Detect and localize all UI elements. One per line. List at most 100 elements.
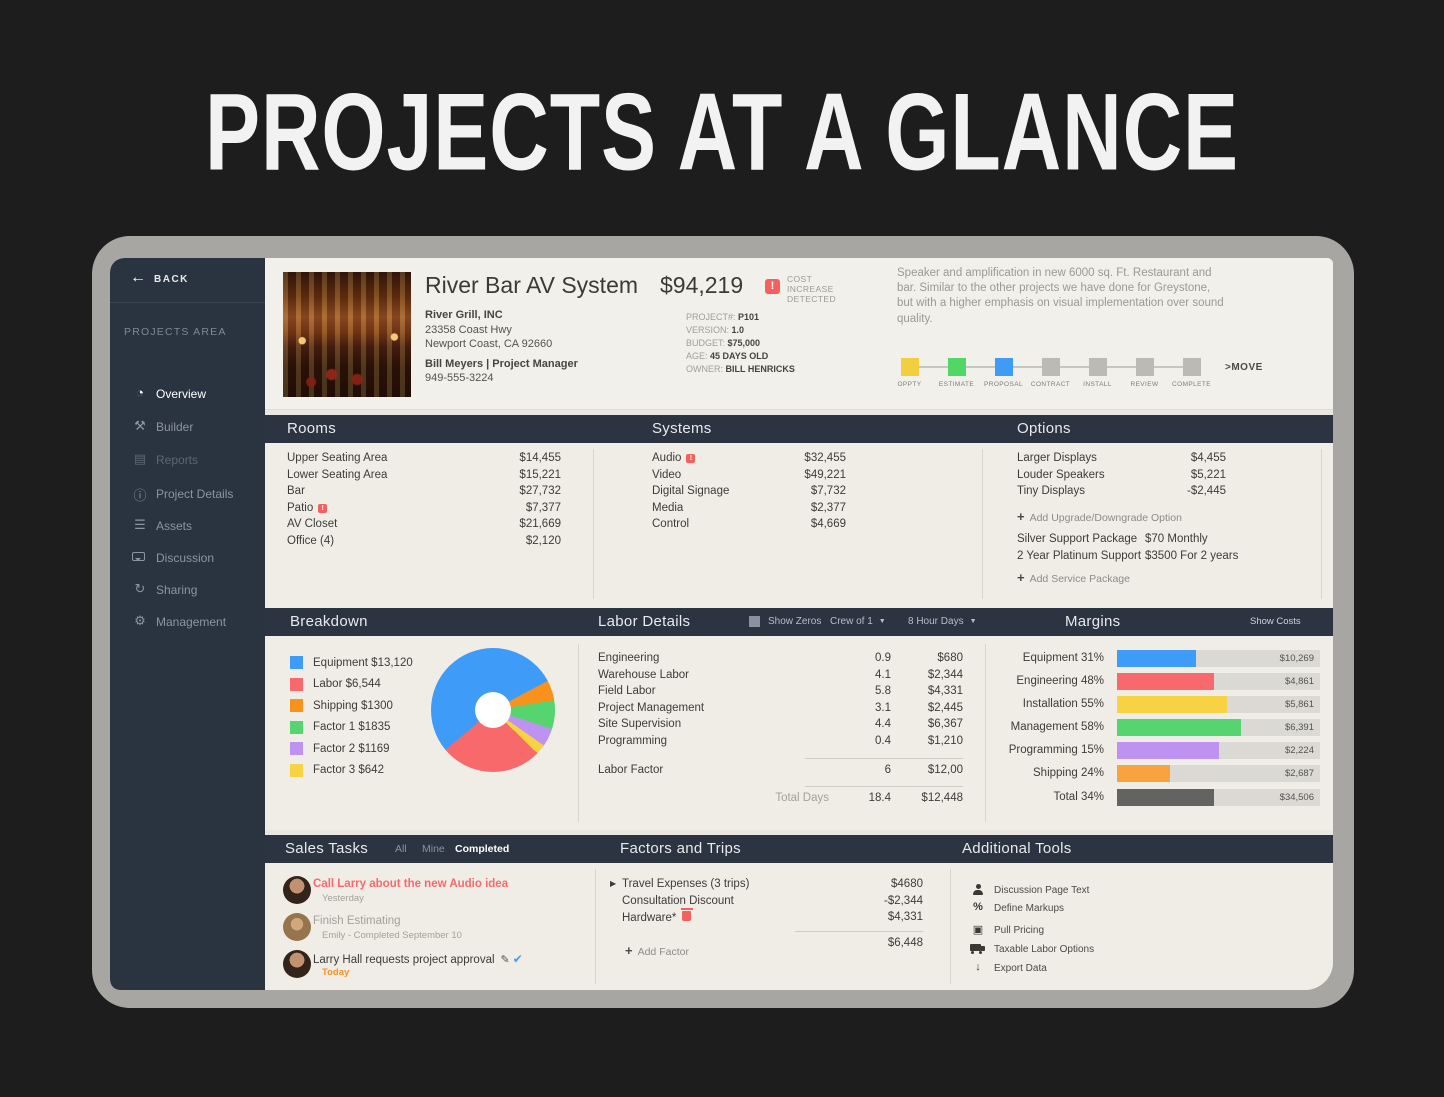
margin-total-row: Total 34% $34,506 bbox=[992, 789, 1320, 806]
client-address2: Newport Coast, CA 92660 bbox=[425, 338, 553, 351]
system-row: Video $49,221 bbox=[652, 468, 846, 481]
sidebar-item-project-details[interactable]: ⓘ Project Details bbox=[133, 487, 234, 503]
stage-contract-marker[interactable] bbox=[1041, 358, 1060, 376]
stage-contract: CONTRACT bbox=[1027, 358, 1074, 388]
pencil-icon[interactable]: ✎ bbox=[500, 954, 510, 966]
info-icon: ⓘ bbox=[133, 488, 147, 503]
alert-line1: COST INCREASE bbox=[787, 274, 834, 294]
legend-item: Factor 2 $1169 bbox=[290, 738, 413, 760]
project-description: Speaker and amplification in new 6000 sq… bbox=[897, 267, 1224, 325]
system-row: Media $2,377 bbox=[652, 501, 846, 514]
tab-mine[interactable]: Mine bbox=[422, 843, 445, 855]
margin-row: Installation 55% $5,861 bbox=[992, 696, 1320, 713]
add-service-package-button[interactable]: + Add Service Package bbox=[1017, 570, 1130, 585]
tab-all[interactable]: All bbox=[395, 843, 407, 855]
alert-icon: ! bbox=[318, 503, 328, 513]
labor-row: Programming 0.4 $1,210 bbox=[598, 734, 963, 747]
show-zeros-label: Show Zeros bbox=[768, 616, 822, 627]
project-meta: PROJECT#: P101 VERSION: 1.0 BUDGET: $75,… bbox=[686, 312, 795, 375]
check-icon[interactable]: ✔ bbox=[512, 952, 523, 966]
stage-estimate: ESTIMATE bbox=[933, 358, 980, 388]
room-row: Lower Seating Area $15,221 bbox=[287, 468, 561, 481]
stage-proposal-marker[interactable] bbox=[994, 358, 1013, 376]
sidebar: ← BACK PROJECTS AREA ◔ Overview ⚒ Builde… bbox=[110, 258, 265, 990]
client-company: River Grill, INC bbox=[425, 309, 503, 321]
stage-review-marker[interactable] bbox=[1135, 358, 1154, 376]
pie-chart-icon: ◔ bbox=[136, 385, 144, 400]
stage-estimate-marker[interactable] bbox=[947, 358, 966, 376]
show-zeros-checkbox[interactable] bbox=[749, 616, 760, 627]
move-stage-button[interactable]: >MOVE bbox=[1225, 362, 1263, 373]
margin-row: Engineering 48% $4,861 bbox=[992, 673, 1320, 690]
option-row: Tiny Displays -$2,445 bbox=[1017, 485, 1226, 497]
add-upgrade-option-button[interactable]: + Add Upgrade/Downgrade Option bbox=[1017, 509, 1182, 524]
stage-complete-marker[interactable] bbox=[1182, 358, 1201, 376]
percent-icon: % bbox=[973, 901, 983, 913]
factors-total: $6,448 bbox=[887, 937, 923, 949]
client-address1: 23358 Coast Hwy bbox=[425, 323, 512, 336]
service-row: Silver Support Package $70 Monthly bbox=[1017, 533, 1208, 545]
add-factor-button[interactable]: + Add Factor bbox=[625, 943, 689, 958]
alert-line2: DETECTED bbox=[787, 293, 837, 304]
sidebar-item-management[interactable]: ⚙ Management bbox=[110, 611, 265, 639]
download-icon: ↓ bbox=[975, 961, 981, 973]
hours-dropdown[interactable]: 8 Hour Days ▼ bbox=[908, 616, 977, 627]
systems-list: Audio! $32,455 Video $49,221 Digital Signa… bbox=[652, 452, 846, 535]
show-costs-toggle[interactable]: Show Costs bbox=[1250, 616, 1301, 627]
document-icon: ▤ bbox=[133, 451, 147, 466]
labor-total-row: Total Days 18.4 $12,448 bbox=[775, 792, 963, 804]
room-row: Patio! $7,377 bbox=[287, 501, 561, 514]
chat-icon bbox=[132, 552, 145, 561]
row2-body: Equipment $13,120 Labor $6,544 Shipping … bbox=[265, 636, 1333, 830]
stage-oppty-marker[interactable] bbox=[900, 358, 919, 376]
factors-list: ▶ Travel Expenses (3 trips) $4680 Consult… bbox=[610, 878, 923, 928]
room-row: Upper Seating Area $14,455 bbox=[287, 452, 561, 464]
avatar bbox=[283, 913, 311, 941]
row2-header-bar: Breakdown Labor Details Show Zeros Crew … bbox=[265, 608, 1333, 636]
option-row: Louder Speakers $5,221 bbox=[1017, 468, 1226, 481]
sidebar-item-discussion[interactable]: Discussion bbox=[110, 547, 265, 575]
sidebar-item-assets[interactable]: ☰ Assets bbox=[110, 515, 265, 543]
chevron-down-icon: ▼ bbox=[878, 618, 886, 625]
breakdown-pie-chart bbox=[431, 648, 555, 772]
tab-completed[interactable]: Completed bbox=[455, 843, 510, 855]
stage-install-marker[interactable] bbox=[1088, 358, 1107, 376]
project-price: $94,219 bbox=[660, 272, 744, 298]
expand-arrow-icon[interactable]: ▶ bbox=[610, 879, 617, 888]
sidebar-item-sharing[interactable]: ↻ Sharing bbox=[110, 579, 265, 607]
plus-icon: + bbox=[1017, 509, 1025, 524]
labor-row: Site Supervision 4.4 $6,367 bbox=[598, 718, 963, 730]
equipment-swatch bbox=[290, 656, 303, 670]
back-arrow-icon: ← bbox=[130, 269, 146, 286]
cost-increase-alert: ! COST INCREASE DETECTED bbox=[765, 274, 836, 303]
client-info: River Grill, INC 23358 Coast Hwy Newport… bbox=[425, 308, 578, 386]
options-title: Options bbox=[1017, 420, 1071, 437]
legend-item: Factor 3 $642 bbox=[290, 760, 413, 782]
legend-item: Factor 1 $1835 bbox=[290, 717, 413, 739]
sidebar-section-label: PROJECTS AREA bbox=[124, 326, 227, 338]
stage-review: REVIEW bbox=[1121, 358, 1168, 388]
avatar bbox=[283, 950, 311, 978]
system-row: Digital Signage $7,732 bbox=[652, 485, 846, 497]
breakdown-legend: Equipment $13,120 Labor $6,544 Shipping … bbox=[290, 652, 413, 781]
systems-title: Systems bbox=[652, 420, 712, 437]
alert-icon: ! bbox=[686, 454, 696, 463]
back-button[interactable]: ← BACK bbox=[110, 258, 265, 303]
stage-install: INSTALL bbox=[1074, 358, 1121, 388]
row1-header-bar: Rooms Systems Options bbox=[265, 415, 1333, 443]
plus-icon: + bbox=[1017, 570, 1025, 585]
options-services-list: Silver Support Package $70 Monthly 2 Year… bbox=[1017, 533, 1260, 566]
stage-proposal: PROPOSAL bbox=[980, 358, 1027, 388]
sidebar-item-builder[interactable]: ⚒ Builder bbox=[110, 416, 265, 444]
plus-icon: + bbox=[625, 943, 633, 958]
sidebar-item-reports[interactable]: ▤ Reports bbox=[133, 451, 199, 467]
margins-title: Margins bbox=[1065, 613, 1121, 630]
content-area: River Bar AV System $94,219 ! COST INCRE… bbox=[265, 258, 1333, 990]
crew-dropdown[interactable]: Crew of 1 ▼ bbox=[830, 616, 886, 627]
share-refresh-icon: ↻ bbox=[134, 581, 146, 596]
trash-icon[interactable] bbox=[680, 908, 693, 921]
breakdown-title: Breakdown bbox=[290, 613, 368, 630]
sidebar-item-overview[interactable]: ◔ Overview bbox=[110, 383, 265, 411]
row3-body: Call Larry about the new Audio idea Yest… bbox=[265, 863, 1333, 990]
